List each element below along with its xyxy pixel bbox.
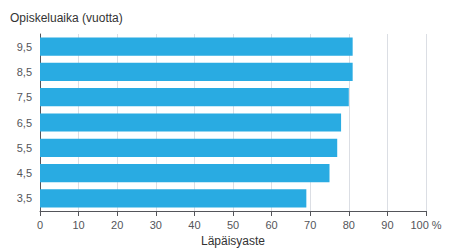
svg-text:90: 90 (381, 219, 393, 231)
svg-text:7,5: 7,5 (17, 91, 32, 103)
svg-text:3,5: 3,5 (17, 192, 32, 204)
svg-text:5,5: 5,5 (17, 142, 32, 154)
svg-text:40: 40 (188, 219, 200, 231)
svg-text:70: 70 (304, 219, 316, 231)
svg-text:60: 60 (265, 219, 277, 231)
svg-text:9,5: 9,5 (17, 41, 32, 53)
svg-text:50: 50 (227, 219, 239, 231)
svg-text:10: 10 (72, 219, 84, 231)
svg-text:Läpäisyaste: Läpäisyaste (201, 234, 265, 248)
svg-text:6,5: 6,5 (17, 117, 32, 129)
svg-text:20: 20 (111, 219, 123, 231)
svg-text:80: 80 (343, 219, 355, 231)
svg-text:100 %: 100 % (410, 219, 441, 231)
svg-text:30: 30 (150, 219, 162, 231)
svg-text:8,5: 8,5 (17, 66, 32, 78)
svg-text:Opiskeluaika (vuotta): Opiskeluaika (vuotta) (10, 11, 123, 25)
svg-text:0: 0 (37, 219, 43, 231)
svg-text:4,5: 4,5 (17, 167, 32, 179)
